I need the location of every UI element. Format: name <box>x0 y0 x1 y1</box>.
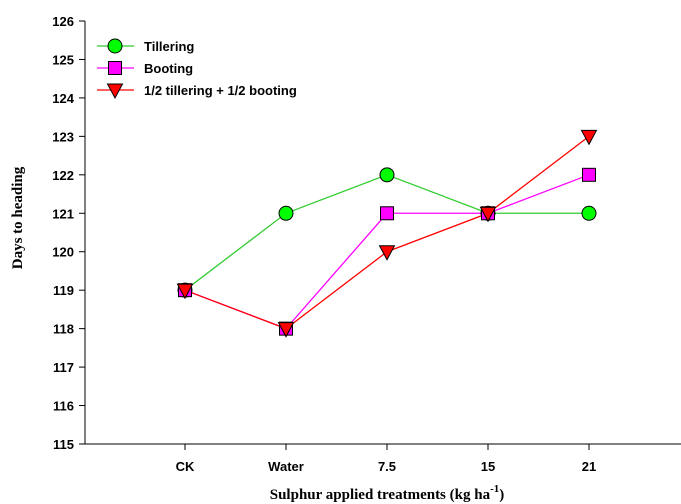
data-point <box>479 206 497 223</box>
x-tick-label: 7.5 <box>378 459 396 474</box>
y-tick-label: 117 <box>53 360 74 375</box>
y-tick-label: 126 <box>52 14 74 29</box>
x-axis-title-superscript: -1 <box>490 483 499 495</box>
y-tick-label: 115 <box>53 437 74 452</box>
y-tick-label: 119 <box>53 283 74 298</box>
data-point <box>581 205 597 221</box>
legend-marker <box>107 38 123 54</box>
x-tick-label: 21 <box>582 459 596 474</box>
series-line-1 <box>184 174 589 291</box>
y-tick-label: 124 <box>52 91 74 106</box>
y-tick-label: 121 <box>52 206 74 221</box>
data-point <box>378 245 396 261</box>
y-ticks: 115 116 117 118 119 120 121 122 123 124 125 126 <box>52 14 85 452</box>
legend-label: Booting <box>144 61 193 76</box>
series-markers <box>176 129 598 338</box>
data-point <box>380 206 394 221</box>
y-tick-label: 125 <box>52 52 74 67</box>
y-tick-label: 120 <box>52 245 74 260</box>
series-line-3 <box>184 135 590 330</box>
data-point <box>277 322 295 338</box>
x-axis-title: Sulphur applied treatments (kg ha-1) <box>270 483 505 503</box>
legend: Tillering Booting 1/2 tillering + 1/2 boot… <box>97 38 297 100</box>
axes <box>84 21 681 445</box>
series-lines <box>184 135 590 330</box>
y-tick-label: 118 <box>53 322 74 337</box>
x-axis-title-suffix: ) <box>499 487 504 503</box>
y-tick-label: 123 <box>52 129 74 144</box>
data-point <box>580 129 598 146</box>
data-point <box>379 167 395 183</box>
y-axis-title: Days to heading <box>10 166 26 269</box>
y-tick-label: 122 <box>52 168 74 183</box>
data-point <box>176 283 194 300</box>
x-axis-title-main: Sulphur applied treatments (kg ha <box>270 487 491 503</box>
x-ticks: CK Water 7.5 15 21 <box>176 444 596 474</box>
data-point <box>278 205 294 221</box>
legend-label: Tillering <box>144 39 194 54</box>
legend-label: 1/2 tillering + 1/2 booting <box>144 83 297 98</box>
x-tick-label: 15 <box>481 459 495 474</box>
y-tick-label: 116 <box>53 399 74 414</box>
legend-marker <box>106 83 124 100</box>
data-point <box>582 167 596 182</box>
x-tick-label: CK <box>176 459 195 474</box>
legend-marker <box>108 61 122 75</box>
x-tick-label: Water <box>268 459 304 474</box>
